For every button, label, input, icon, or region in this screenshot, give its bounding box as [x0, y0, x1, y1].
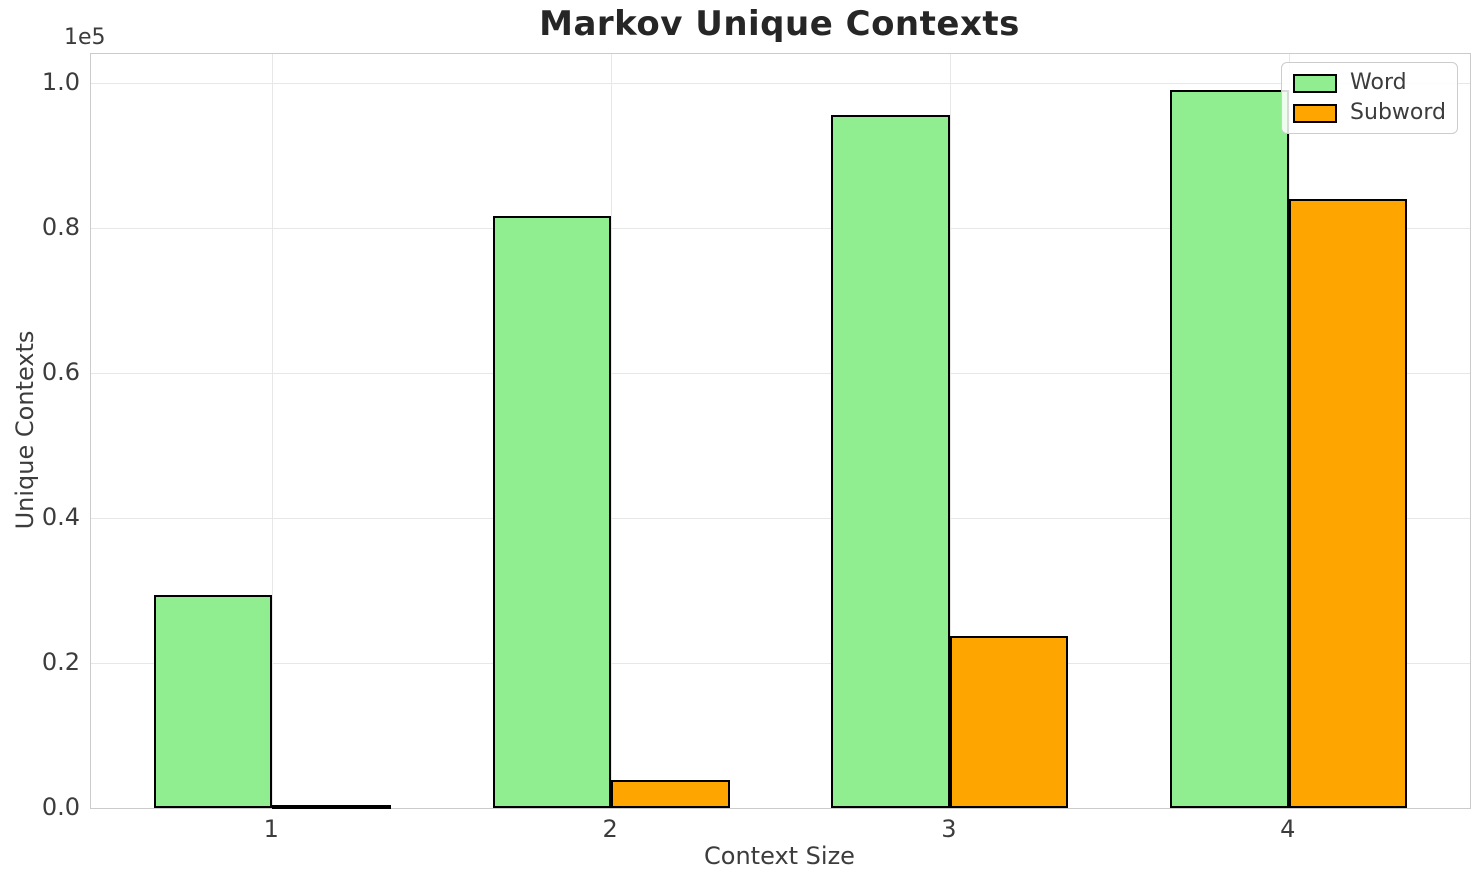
bar-subword-4 [1288, 199, 1408, 808]
subword-legend-label: Subword [1350, 100, 1446, 126]
bar-word-1 [153, 594, 273, 808]
v-gridline [949, 54, 952, 808]
chart-title: Markov Unique Contexts [539, 4, 1020, 44]
h-gridline [91, 83, 1470, 85]
x-tick-label: 2 [602, 815, 618, 843]
legend: Word Subword [1281, 62, 1458, 135]
legend-item-subword: Subword [1293, 100, 1446, 126]
x-tick-label: 3 [941, 815, 957, 843]
y-tick-label: 0.0 [41, 793, 80, 821]
subword-legend-swatch [1293, 103, 1338, 123]
y-tick-label: 0.8 [41, 213, 80, 241]
h-gridline [91, 373, 1470, 375]
x-axis-label: Context Size [704, 842, 855, 870]
x-tick-label: 4 [1280, 815, 1296, 843]
x-tick-label: 1 [263, 815, 279, 843]
y-tick-label: 0.2 [41, 648, 80, 676]
v-gridline [611, 54, 613, 808]
word-legend-swatch [1293, 73, 1338, 93]
h-gridline [91, 228, 1470, 230]
y-tick-label: 0.4 [41, 503, 80, 531]
y-axis-offset-text: 1e5 [64, 25, 106, 50]
bar-word-2 [492, 216, 612, 808]
h-gridline [91, 663, 1470, 665]
h-gridline [91, 518, 1470, 520]
bar-subword-3 [949, 636, 1069, 808]
y-tick-label: 0.6 [41, 358, 80, 386]
bar-word-3 [831, 114, 950, 808]
legend-item-word: Word [1293, 70, 1446, 95]
y-tick-label: 1.0 [41, 68, 80, 96]
bar-subword-2 [611, 780, 730, 808]
word-legend-label: Word [1350, 70, 1407, 95]
plot-area [90, 53, 1471, 810]
v-gridline [272, 54, 274, 808]
bar-subword-1 [272, 805, 391, 810]
bar-word-4 [1170, 90, 1289, 808]
